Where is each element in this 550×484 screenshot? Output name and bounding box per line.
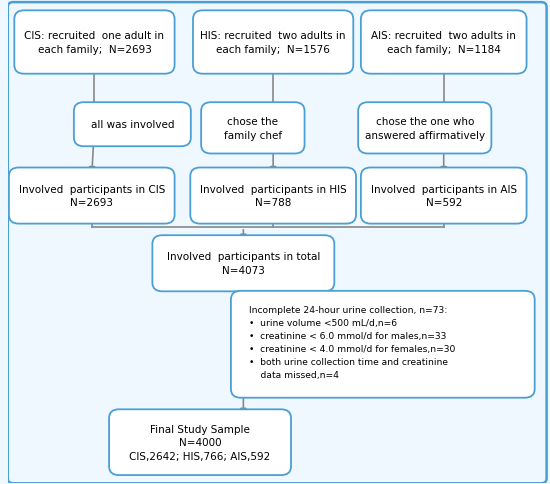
FancyBboxPatch shape xyxy=(9,168,174,224)
Text: chose the one who
answered affirmatively: chose the one who answered affirmatively xyxy=(365,117,485,140)
Text: AIS: recruited  two adults in
each family;  N=1184: AIS: recruited two adults in each family… xyxy=(371,31,516,55)
FancyBboxPatch shape xyxy=(109,409,291,475)
FancyBboxPatch shape xyxy=(201,103,305,154)
FancyBboxPatch shape xyxy=(193,11,353,75)
FancyBboxPatch shape xyxy=(231,291,535,398)
Text: all was involved: all was involved xyxy=(91,120,174,130)
Text: Final Study Sample
N=4000
CIS,2642; HIS,766; AIS,592: Final Study Sample N=4000 CIS,2642; HIS,… xyxy=(129,424,271,461)
FancyBboxPatch shape xyxy=(14,11,174,75)
Text: Involved  participants in AIS
N=592: Involved participants in AIS N=592 xyxy=(371,184,517,208)
Text: chose the
family chef: chose the family chef xyxy=(224,117,282,140)
Text: HIS: recruited  two adults in
each family;  N=1576: HIS: recruited two adults in each family… xyxy=(200,31,346,55)
FancyBboxPatch shape xyxy=(358,103,491,154)
FancyBboxPatch shape xyxy=(361,11,526,75)
Text: Involved  participants in CIS
N=2693: Involved participants in CIS N=2693 xyxy=(19,184,165,208)
Text: Involved  participants in HIS
N=788: Involved participants in HIS N=788 xyxy=(200,184,346,208)
FancyBboxPatch shape xyxy=(190,168,356,224)
FancyBboxPatch shape xyxy=(74,103,191,147)
FancyBboxPatch shape xyxy=(361,168,526,224)
Text: CIS: recruited  one adult in
each family;  N=2693: CIS: recruited one adult in each family;… xyxy=(24,31,164,55)
FancyBboxPatch shape xyxy=(152,236,334,292)
Text: Incomplete 24-hour urine collection, n=73:
•  urine volume <500 mL/d,n=6
•  crea: Incomplete 24-hour urine collection, n=7… xyxy=(249,306,455,379)
Text: Involved  participants in total
N=4073: Involved participants in total N=4073 xyxy=(167,252,320,275)
